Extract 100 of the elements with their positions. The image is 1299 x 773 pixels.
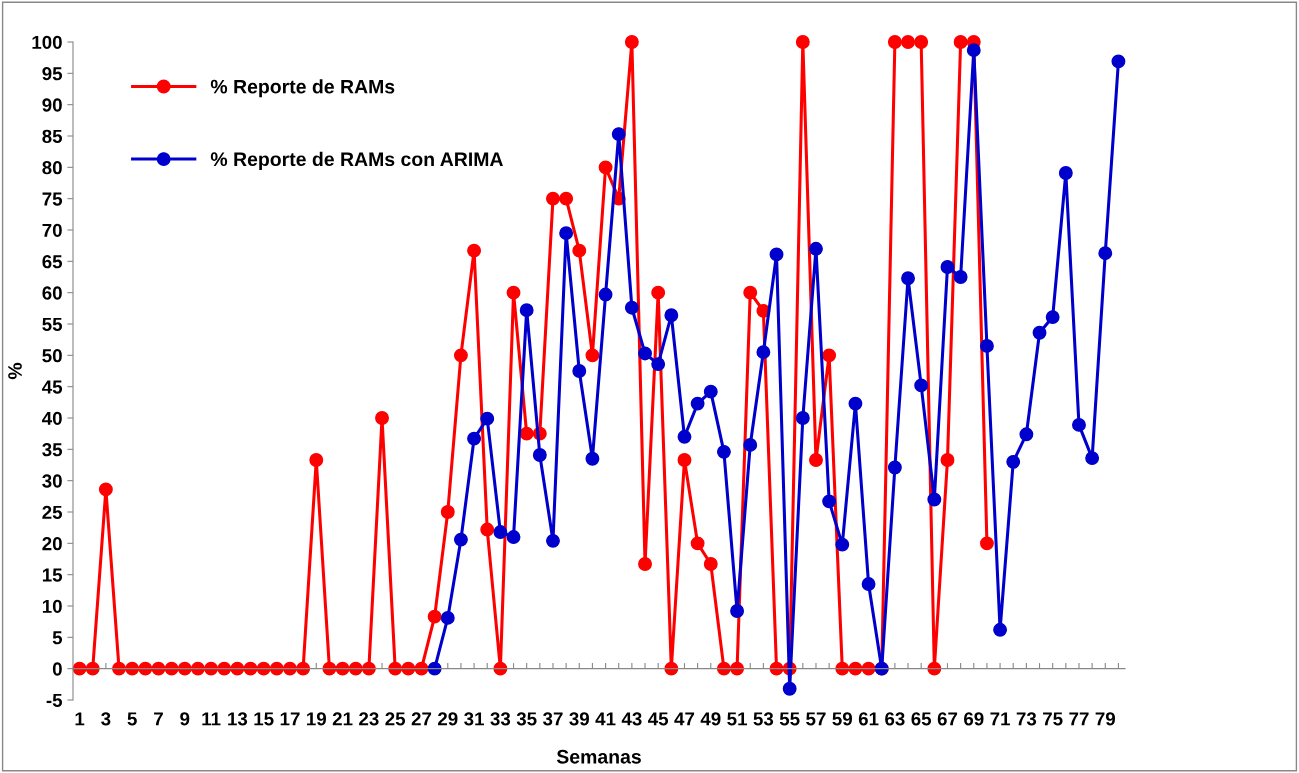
y-tick-label: 40 xyxy=(42,411,62,425)
point xyxy=(953,270,968,284)
x-tick-label: 27 xyxy=(411,712,432,726)
point xyxy=(506,530,521,545)
point xyxy=(716,444,731,459)
y-tick-label: 55 xyxy=(42,317,63,331)
point xyxy=(638,346,652,361)
y-tick-label: 5 xyxy=(52,631,63,645)
x-tick-label: 9 xyxy=(180,712,190,726)
x-tick-label: 67 xyxy=(937,712,958,726)
point xyxy=(572,364,587,378)
y-axis-title: % xyxy=(8,362,22,380)
point xyxy=(1019,427,1034,442)
x-tick-label: 45 xyxy=(648,712,669,726)
point xyxy=(440,610,455,625)
point xyxy=(664,308,679,323)
x-tick-label: 25 xyxy=(385,712,406,726)
point xyxy=(769,247,784,262)
x-tick-label: 75 xyxy=(1043,712,1063,726)
point xyxy=(993,622,1008,637)
y-tick-label: 20 xyxy=(42,537,62,551)
point xyxy=(1058,166,1073,180)
point xyxy=(782,681,797,696)
x-tick-label: 41 xyxy=(595,712,616,726)
x-tick-label: 61 xyxy=(858,712,879,726)
x-tick-label: 19 xyxy=(307,712,327,726)
legend-label: % Reporte de RAMs con ARIMA xyxy=(210,151,503,170)
point xyxy=(887,460,902,475)
y-tick-label: 0 xyxy=(52,662,62,676)
y-tick-label: 10 xyxy=(42,599,62,613)
point xyxy=(914,378,929,393)
x-tick-label: 1 xyxy=(75,712,85,726)
point xyxy=(756,345,771,360)
x-tick-label: 73 xyxy=(1016,712,1037,726)
x-tick-label: 17 xyxy=(280,712,300,726)
point xyxy=(743,438,758,452)
point xyxy=(519,303,534,318)
point xyxy=(822,494,837,509)
point xyxy=(598,287,613,302)
point xyxy=(1032,325,1047,340)
x-tick-label: 77 xyxy=(1069,712,1089,726)
point xyxy=(1045,310,1060,325)
point xyxy=(809,241,823,256)
point xyxy=(730,604,745,618)
point xyxy=(835,537,850,552)
x-tick-label: 5 xyxy=(127,712,137,726)
point xyxy=(1072,417,1086,432)
point xyxy=(927,492,942,507)
y-tick-label: 95 xyxy=(42,67,63,81)
y-tick-label: 45 xyxy=(42,380,63,394)
x-axis-title: Semanas xyxy=(556,749,641,764)
x-tick-label: 11 xyxy=(202,712,221,726)
x-tick-label: 63 xyxy=(885,712,905,726)
y-tick-label: 80 xyxy=(42,161,62,175)
x-tick-label: 29 xyxy=(438,712,458,726)
y-tick-label: 50 xyxy=(42,349,62,363)
point xyxy=(703,384,718,399)
y-tick-label: 90 xyxy=(42,98,62,112)
y-tick-label: 65 xyxy=(42,255,63,269)
x-tick-label: 37 xyxy=(542,712,563,726)
x-tick-label: 47 xyxy=(674,712,695,726)
x-tick-label: 79 xyxy=(1095,712,1116,726)
x-tick-label: 13 xyxy=(228,712,248,726)
x-tick-label: 71 xyxy=(990,712,1010,726)
x-tick-label: 51 xyxy=(727,712,747,726)
point xyxy=(1098,246,1113,261)
x-tick-label: 69 xyxy=(964,712,984,726)
point xyxy=(651,357,666,372)
point xyxy=(966,43,981,58)
point xyxy=(1006,454,1021,469)
y-tick-label: 25 xyxy=(42,505,63,519)
x-tick-label: 39 xyxy=(569,712,590,726)
x-tick-label: 31 xyxy=(464,712,484,726)
legend-label: % Reporte de RAMs xyxy=(210,79,395,98)
x-tick-label: 65 xyxy=(911,712,932,726)
y-tick-label: -5 xyxy=(46,693,63,707)
point xyxy=(559,226,574,241)
x-tick-label: 23 xyxy=(359,712,379,726)
point xyxy=(677,429,692,444)
point xyxy=(493,525,508,539)
point xyxy=(453,532,468,547)
x-tick-label: 21 xyxy=(332,712,353,726)
point xyxy=(795,411,810,425)
x-tick-label: 3 xyxy=(101,712,111,726)
point xyxy=(979,338,994,353)
point xyxy=(546,533,560,548)
point xyxy=(1111,54,1126,69)
y-tick-label: 30 xyxy=(42,474,62,488)
point xyxy=(427,661,442,676)
x-tick-label: 55 xyxy=(779,712,800,726)
x-tick-label: 49 xyxy=(700,712,721,726)
x-tick-label: 43 xyxy=(621,712,642,726)
point xyxy=(624,300,639,315)
y-tick-label: 35 xyxy=(42,443,63,457)
y-tick-label: 15 xyxy=(42,568,63,582)
point xyxy=(611,127,626,142)
x-tick-label: 7 xyxy=(154,712,163,726)
point xyxy=(532,448,547,462)
x-tick-label: 15 xyxy=(254,712,274,726)
x-tick-label: 59 xyxy=(832,712,853,726)
